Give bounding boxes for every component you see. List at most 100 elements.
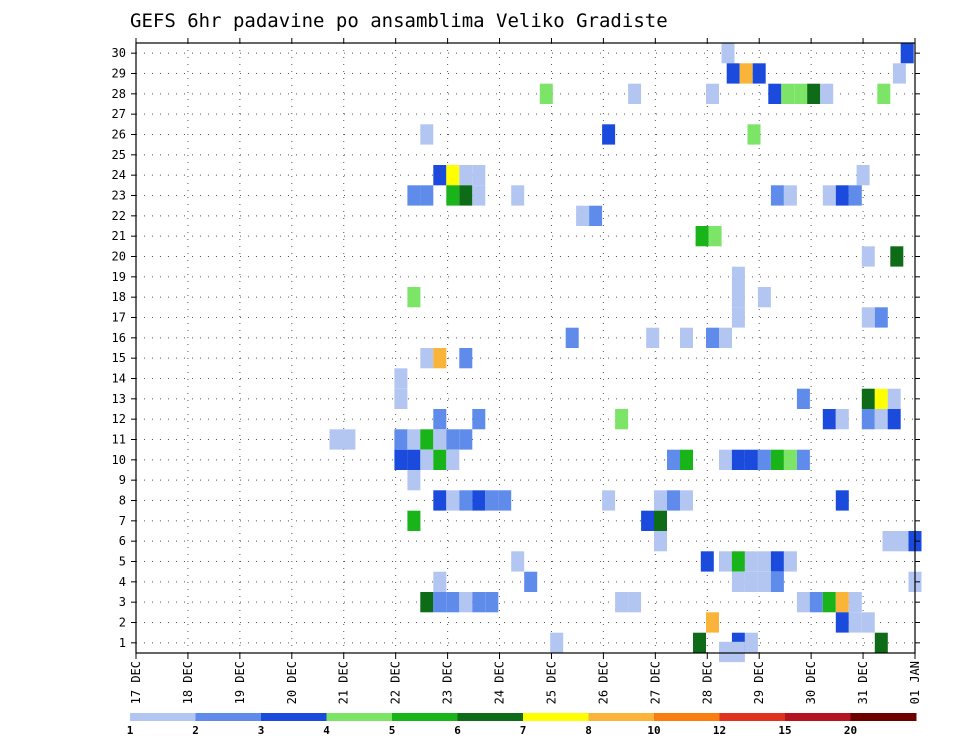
heatmap-cell (446, 185, 460, 206)
heatmap-cell (407, 185, 421, 206)
heatmap-cell (744, 449, 758, 470)
y-tick-label: 23 (112, 189, 126, 203)
y-tick-label: 13 (112, 392, 126, 406)
legend-swatch (392, 713, 458, 721)
heatmap-cell (719, 551, 732, 572)
y-tick-label: 8 (119, 494, 126, 508)
y-tick-label: 17 (112, 311, 126, 325)
heatmap-cell (667, 490, 680, 511)
heatmap-cell (731, 571, 745, 592)
heatmap-cell (731, 266, 745, 287)
y-tick-label: 18 (112, 290, 126, 304)
heatmap-cell (433, 429, 447, 450)
heatmap-cell (407, 510, 421, 531)
y-tick-label: 21 (112, 229, 126, 243)
plot-frame (135, 42, 916, 654)
heatmap-cell (420, 429, 434, 450)
y-tick-label: 24 (112, 168, 126, 182)
heatmap-cell (420, 348, 434, 369)
y-tick-label: 7 (119, 514, 126, 528)
legend-swatch (785, 713, 851, 721)
heatmap-cell (820, 83, 834, 104)
legend-swatch (523, 713, 589, 721)
heatmap-cell (757, 287, 771, 308)
heatmap-cell (848, 592, 862, 613)
x-tick-label: 20 DEC (285, 661, 299, 704)
heatmap-cell (550, 632, 564, 653)
heatmap-cell (628, 83, 642, 104)
heatmap-cell (511, 551, 525, 572)
heatmap-cell (654, 490, 667, 511)
heatmap-cell (433, 592, 447, 613)
heatmap-cell (472, 409, 486, 430)
heatmap-cell (407, 470, 421, 491)
heatmap-cell (719, 327, 732, 348)
heatmap-cell (459, 429, 473, 450)
heatmap-cell (459, 592, 473, 613)
heatmap-cell (472, 165, 486, 186)
heatmap-cell (615, 409, 629, 430)
heatmap-cell (646, 327, 660, 348)
heatmap-cell (472, 592, 486, 613)
heatmap-cell (498, 490, 512, 511)
x-tick-label: 21 DEC (337, 661, 351, 704)
legend-label: 4 (323, 724, 330, 737)
heatmap-cell (420, 592, 434, 613)
heatmap-cell (770, 185, 784, 206)
heatmap-cell (861, 612, 875, 633)
y-tick-label: 6 (119, 534, 126, 548)
heatmap-cell (874, 388, 888, 409)
chart-title: GEFS 6hr padavine po ansamblima Veliko G… (130, 10, 668, 32)
heatmap-cell (472, 185, 486, 206)
heatmap-cell (485, 490, 499, 511)
heatmap-cell (848, 612, 862, 633)
heatmap-cell (700, 551, 714, 572)
heatmap-cell (485, 592, 499, 613)
legend-label: 6 (454, 724, 461, 737)
heatmap-cell (757, 551, 771, 572)
heatmap-cell (796, 592, 810, 613)
heatmap-cell (861, 307, 875, 328)
y-tick-label: 11 (112, 433, 126, 447)
y-tick-label: 16 (112, 331, 126, 345)
heatmap-cell (757, 571, 771, 592)
heatmap-cell (394, 429, 408, 450)
heatmap-cell (882, 531, 896, 552)
x-tick-label: 30 DEC (804, 661, 818, 704)
heatmap-cell (877, 83, 891, 104)
heatmap-cell (641, 510, 655, 531)
heatmap-cell (433, 348, 447, 369)
heatmap-cell (731, 307, 745, 328)
y-tick-label: 19 (112, 270, 126, 284)
heatmap-cell (770, 571, 784, 592)
heatmap-cell (744, 551, 758, 572)
heatmap-cell (731, 287, 745, 308)
legend-label: 2 (192, 724, 199, 737)
heatmap-cell (654, 510, 667, 531)
x-tick-label: 01 JAN (908, 661, 922, 704)
heatmap-cell (900, 43, 914, 64)
heatmap-cell (770, 449, 784, 470)
x-tick-label: 18 DEC (181, 661, 195, 704)
heatmap-cell (565, 327, 579, 348)
y-tick-label: 22 (112, 209, 126, 223)
heatmap-cell (394, 449, 408, 470)
legend-swatch (719, 713, 786, 721)
grid-lines (135, 43, 916, 653)
x-tick-label: 17 DEC (129, 661, 143, 704)
heatmap-cell (407, 449, 421, 470)
color-legend: 1 2 3 4 5 6 7 8 10 12 15 20 (127, 713, 917, 737)
x-tick-label: 28 DEC (700, 661, 714, 704)
heatmap-cell (794, 83, 808, 104)
y-tick-label: 25 (112, 148, 126, 162)
heatmap-cell (874, 632, 888, 653)
heatmap-cell (874, 409, 888, 430)
legend-label: 1 (127, 724, 134, 737)
heatmap-cell (539, 83, 553, 104)
heatmap-cell (446, 592, 460, 613)
x-tick-label: 23 DEC (441, 661, 455, 704)
heatmap-cell (835, 612, 849, 633)
heatmap-cell (861, 246, 875, 267)
x-tick-label: 27 DEC (648, 661, 662, 704)
x-tick-label: 19 DEC (233, 661, 247, 704)
